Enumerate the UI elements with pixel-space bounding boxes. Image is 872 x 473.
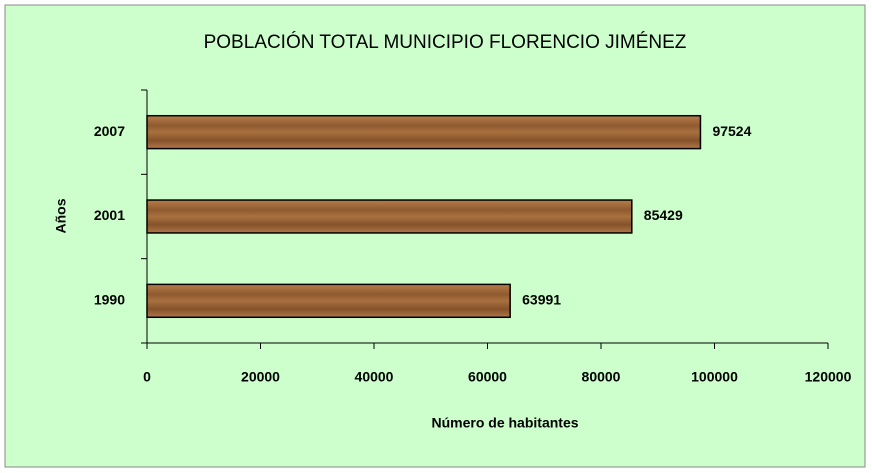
- chart-background: [4, 4, 866, 468]
- x-tick-label: 60000: [468, 369, 507, 385]
- bar: [146, 114, 702, 150]
- bar: [146, 283, 511, 319]
- y-tick-label: 2001: [94, 207, 125, 223]
- y-tick-label: 2007: [94, 123, 125, 139]
- x-tick-label: 100000: [691, 369, 738, 385]
- y-tick-label: 1990: [94, 292, 125, 308]
- x-tick-label: 120000: [805, 369, 852, 385]
- data-label: 63991: [522, 292, 561, 308]
- chart-title: POBLACIÓN TOTAL MUNICIPIO FLORENCIO JIMÉ…: [204, 31, 687, 53]
- x-tick-label: 20000: [241, 369, 280, 385]
- bar: [146, 199, 633, 234]
- x-tick-label: 80000: [582, 369, 621, 385]
- y-axis-label: Años: [53, 198, 69, 233]
- data-label: 85429: [644, 207, 683, 223]
- x-axis-label: Número de habitantes: [431, 415, 578, 431]
- data-label: 97524: [712, 123, 751, 139]
- x-tick-label: 40000: [355, 369, 394, 385]
- x-tick-label: 0: [143, 369, 151, 385]
